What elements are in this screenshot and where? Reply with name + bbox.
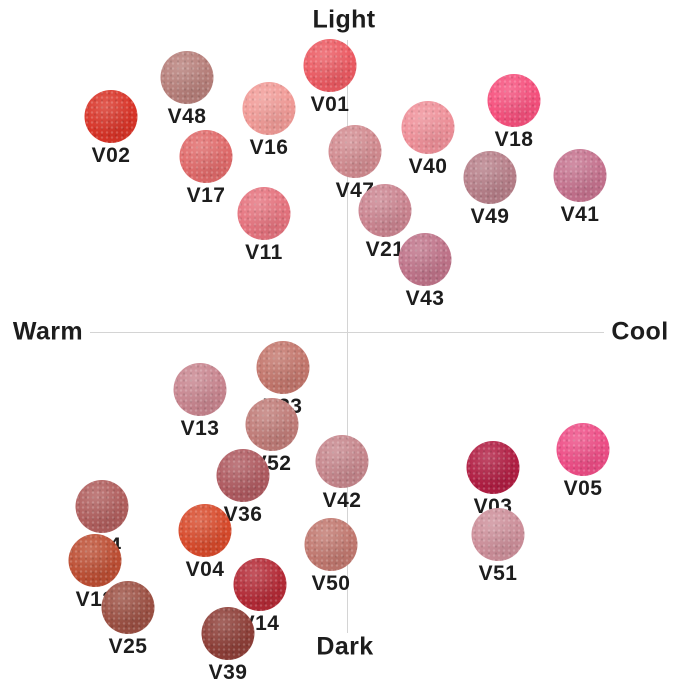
- swatch-v05: V05: [556, 423, 610, 500]
- color-dot: [84, 90, 138, 143]
- swatch-v04: V04: [178, 504, 232, 581]
- swatch-v25: V25: [101, 581, 155, 658]
- axis-label-cool: Cool: [611, 317, 669, 346]
- swatch-label: V02: [91, 144, 131, 167]
- color-dot: [179, 130, 233, 183]
- color-dot: [101, 581, 155, 634]
- swatch-label: V42: [322, 489, 362, 512]
- axis-label-warm: Warm: [12, 317, 84, 346]
- swatch-label: V05: [563, 477, 603, 500]
- swatch-v23: V23: [256, 341, 310, 418]
- swatch-label: V49: [470, 205, 510, 228]
- swatch-label: V21: [365, 238, 405, 261]
- swatch-v18: V18: [487, 74, 541, 151]
- color-dot: [556, 423, 610, 476]
- color-dot: [401, 101, 455, 154]
- swatch-v02: V02: [84, 90, 138, 167]
- swatch-v11: V11: [237, 187, 291, 264]
- color-dot: [315, 435, 369, 488]
- swatch-v17: V17: [179, 130, 233, 207]
- color-dot: [553, 149, 607, 202]
- swatch-v47: V47: [328, 125, 382, 202]
- color-dot: [358, 184, 412, 237]
- swatch-v42: V42: [315, 435, 369, 512]
- color-dot: [242, 82, 296, 135]
- color-dot: [471, 508, 525, 561]
- color-dot: [487, 74, 541, 127]
- color-dot: [256, 341, 310, 394]
- color-dot: [216, 449, 270, 502]
- swatch-label: V11: [245, 241, 283, 264]
- color-dot: [75, 480, 129, 533]
- color-dot: [304, 518, 358, 571]
- swatch-label: V25: [108, 635, 148, 658]
- swatch-label: V04: [185, 558, 225, 581]
- axis-label-light: Light: [312, 5, 376, 34]
- color-dot: [398, 233, 452, 286]
- color-dot: [328, 125, 382, 178]
- swatch-label: V50: [311, 572, 351, 595]
- swatch-v43: V43: [398, 233, 452, 310]
- horizontal-axis-line: [90, 332, 604, 333]
- axis-label-dark: Dark: [316, 632, 374, 661]
- color-dot: [463, 151, 517, 204]
- swatch-label: V17: [186, 184, 226, 207]
- swatch-v50: V50: [304, 518, 358, 595]
- color-dot: [303, 39, 357, 92]
- swatch-v40: V40: [401, 101, 455, 178]
- swatch-v01: V01: [303, 39, 357, 116]
- swatch-label: V18: [494, 128, 534, 151]
- swatch-label: V51: [478, 562, 518, 585]
- swatch-v36: V36: [216, 449, 270, 526]
- vertical-axis-line: [347, 40, 348, 633]
- swatch-v14: V14: [233, 558, 287, 635]
- color-dot: [178, 504, 232, 557]
- swatch-label: V36: [223, 503, 263, 526]
- swatch-v16: V16: [242, 82, 296, 159]
- color-dot: [160, 51, 214, 104]
- swatch-v03: V03: [466, 441, 520, 518]
- swatch-v49: V49: [463, 151, 517, 228]
- swatch-label: V39: [208, 661, 248, 679]
- color-dot: [201, 607, 255, 660]
- color-dot: [245, 398, 299, 451]
- swatch-v41: V41: [553, 149, 607, 226]
- swatch-label: V16: [249, 136, 289, 159]
- swatch-label: V13: [180, 417, 220, 440]
- color-dot: [233, 558, 287, 611]
- swatch-v51: V51: [471, 508, 525, 585]
- color-dot: [237, 187, 291, 240]
- swatch-v39: V39: [201, 607, 255, 679]
- swatch-label: V40: [408, 155, 448, 178]
- swatch-label: V01: [310, 93, 350, 116]
- color-dot: [173, 363, 227, 416]
- swatch-v48: V48: [160, 51, 214, 128]
- color-dot: [68, 534, 122, 587]
- swatch-label: V43: [405, 287, 445, 310]
- color-dot: [466, 441, 520, 494]
- swatch-v21: V21: [358, 184, 412, 261]
- swatch-label: V41: [560, 203, 600, 226]
- swatch-v13: V13: [173, 363, 227, 440]
- swatch-label: V48: [167, 105, 207, 128]
